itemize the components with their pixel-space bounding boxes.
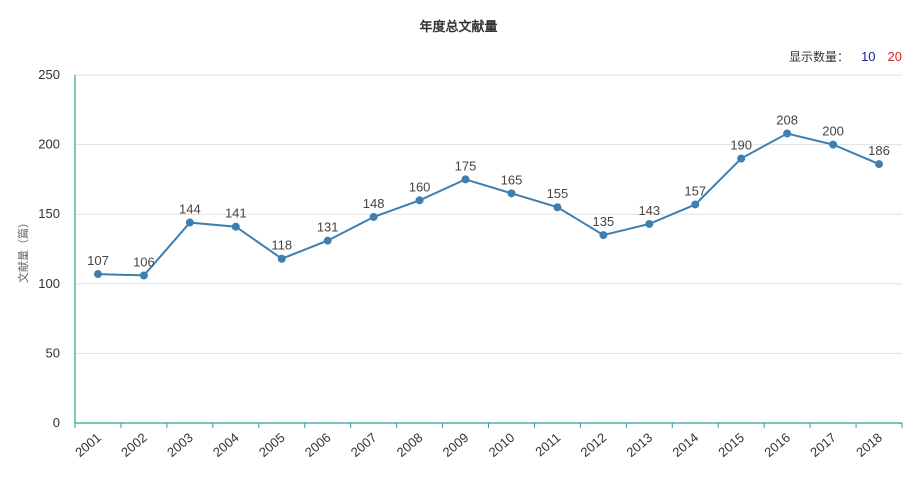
data-label: 200 <box>822 124 844 139</box>
data-point <box>645 219 654 228</box>
display-count-10-option[interactable]: 10 <box>861 49 876 64</box>
data-point <box>323 236 332 245</box>
y-tick-label: 0 <box>53 415 60 430</box>
x-tick-label: 2015 <box>715 430 747 460</box>
data-point <box>553 203 562 212</box>
data-label: 135 <box>593 214 615 229</box>
series-lines <box>97 132 880 277</box>
display-count-control: 显示数量： 10 20 <box>789 48 902 65</box>
data-label: 175 <box>455 158 477 173</box>
data-label: 160 <box>409 179 431 194</box>
x-tick-label: 2008 <box>394 430 426 460</box>
x-tick-label: 2012 <box>577 430 609 460</box>
data-point <box>139 271 148 280</box>
data-point <box>737 154 746 163</box>
data-label: 143 <box>638 203 660 218</box>
x-tick-label: 2009 <box>440 430 472 460</box>
data-label: 118 <box>271 238 292 253</box>
data-point <box>415 196 424 205</box>
x-tick-label: 2017 <box>807 430 839 460</box>
x-tick-label: 2004 <box>210 430 242 460</box>
data-point <box>829 140 838 149</box>
data-label: 157 <box>684 183 706 198</box>
data-label: 155 <box>547 186 569 201</box>
data-points <box>93 129 884 280</box>
axes <box>74 75 903 428</box>
data-point <box>185 218 194 227</box>
data-label: 208 <box>776 112 798 127</box>
data-point <box>783 129 792 138</box>
y-tick-label: 150 <box>38 206 60 221</box>
x-tick-label: 2013 <box>623 430 655 460</box>
data-point <box>277 254 286 263</box>
gridlines <box>75 74 902 354</box>
x-tick-label: 2018 <box>853 430 885 460</box>
data-point <box>599 231 608 240</box>
data-label: 106 <box>133 254 155 269</box>
data-label: 148 <box>363 196 385 211</box>
y-tick-label: 250 <box>38 67 60 82</box>
x-tick-label: 2001 <box>72 430 104 460</box>
data-label: 186 <box>868 143 890 158</box>
y-tick-label: 100 <box>38 276 60 291</box>
data-labels: 107 106 144 141 118 131 148 160 175 165 155 135 143 1… <box>87 112 890 269</box>
x-tick-label: 2010 <box>486 430 518 460</box>
data-label: 144 <box>179 202 201 217</box>
data-label: 141 <box>225 206 247 221</box>
x-tick-label: 2002 <box>118 430 150 460</box>
data-point <box>507 189 516 198</box>
data-label: 165 <box>501 172 523 187</box>
data-point <box>691 200 700 209</box>
x-tick-label: 2003 <box>164 430 196 460</box>
y-tick-label: 200 <box>38 137 60 152</box>
data-label: 107 <box>87 253 109 268</box>
y-axis-ticks: 0 50 100 150 200 250 <box>38 67 60 430</box>
data-point <box>93 270 102 279</box>
data-label: 131 <box>317 220 339 235</box>
series-line <box>97 132 880 277</box>
data-point <box>231 222 240 231</box>
x-tick-label: 2016 <box>761 430 793 460</box>
x-axis-ticks: 2001 2002 2003 2004 2005 2006 2007 2008 2009 2010… <box>72 430 885 460</box>
chart-title: 年度总文献量 <box>419 20 498 35</box>
display-count-label: 显示数量： <box>789 50 850 64</box>
x-tick-label: 2011 <box>532 430 563 459</box>
data-point <box>461 175 470 184</box>
data-label: 190 <box>730 138 752 153</box>
data-point <box>369 212 378 221</box>
x-tick-label: 2014 <box>669 430 701 460</box>
display-count-20-option[interactable]: 20 <box>887 49 902 64</box>
x-tick-label: 2005 <box>256 430 288 460</box>
x-tick-label: 2006 <box>302 430 334 460</box>
x-tick-label: 2007 <box>348 430 380 460</box>
data-point <box>875 160 884 169</box>
y-tick-label: 50 <box>46 345 60 360</box>
